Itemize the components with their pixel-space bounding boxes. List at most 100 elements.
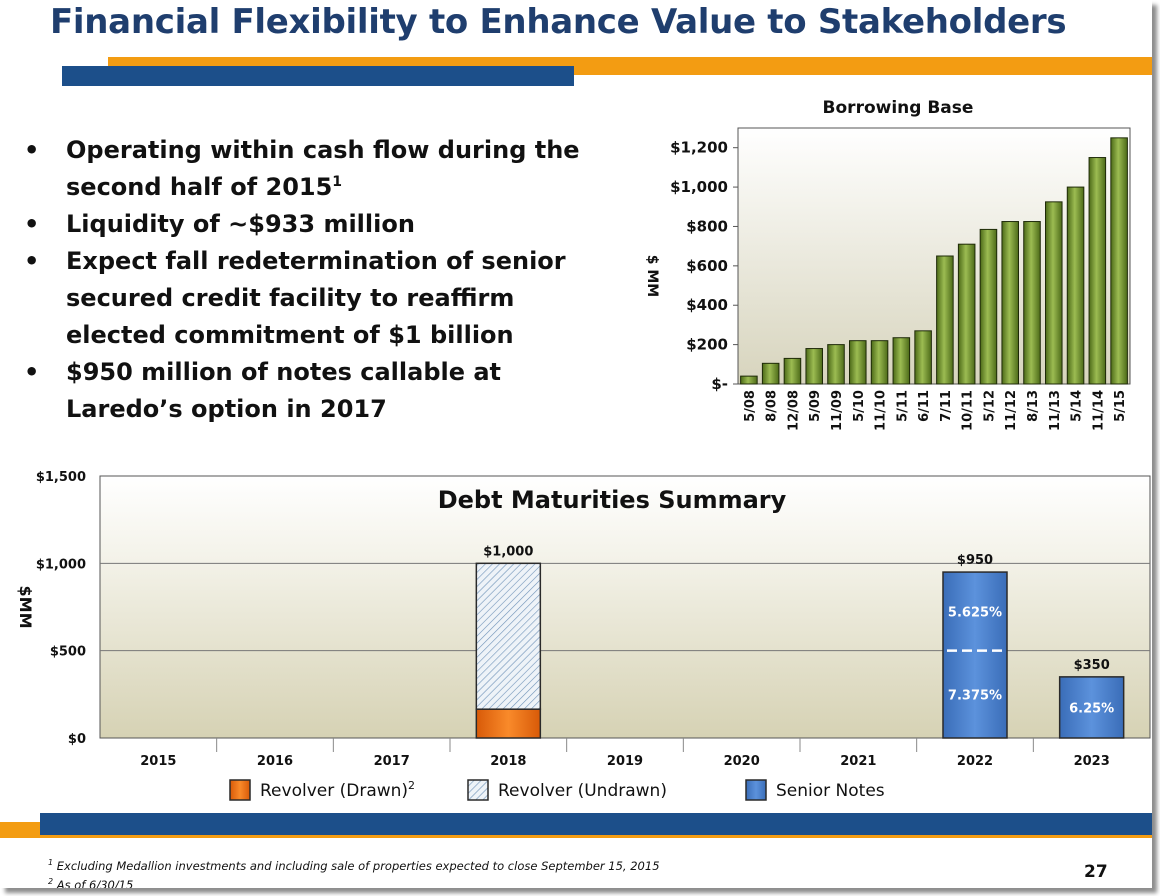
- legend-label: Revolver (Drawn)2: [260, 779, 415, 801]
- bar-segment: [1058, 676, 1125, 739]
- legend-swatch: [467, 779, 489, 801]
- footnote-item: 2 As of 6/30/15: [48, 874, 660, 888]
- data-label: $950: [957, 553, 993, 568]
- bar-segment: [475, 708, 542, 739]
- bullet-dot-icon: •: [24, 210, 40, 238]
- x-tick-label: 6/11: [917, 390, 932, 422]
- bullet-text: $950 million of notes callable at Laredo…: [66, 358, 502, 423]
- bullet-item: • Liquidity of ~$933 million: [22, 206, 612, 243]
- x-tick-label: 5/08: [743, 390, 758, 422]
- x-tick-label: 5/11: [895, 390, 910, 422]
- page-number: 27: [1084, 862, 1108, 882]
- bar: [870, 340, 889, 385]
- data-label: $350: [1074, 658, 1110, 673]
- bar: [827, 344, 845, 385]
- x-tick-label: 5/09: [808, 390, 823, 422]
- chart-legend: Revolver (Drawn)2 Revolver (Undrawn) Senio…: [229, 779, 885, 801]
- legend-item: Revolver (Undrawn): [467, 779, 667, 801]
- chart-title: Debt Maturities Summary: [438, 486, 787, 514]
- legend-swatch: [745, 779, 767, 801]
- bar: [957, 243, 976, 385]
- bullet-dot-icon: •: [24, 358, 40, 386]
- x-tick-label: 2021: [840, 754, 876, 769]
- bullet-item: • Expect fall redetermination of senior s…: [22, 243, 612, 354]
- x-tick-label: 5/12: [982, 390, 997, 422]
- bar: [783, 357, 802, 385]
- bar: [1045, 201, 1063, 385]
- bullet-dot-icon: •: [24, 136, 40, 164]
- bar: [979, 228, 998, 385]
- x-tick-label: 2019: [607, 754, 643, 769]
- x-tick-label: 7/11: [939, 390, 954, 422]
- footnote-text: Excluding Medallion investments and incl…: [56, 858, 660, 873]
- bar: [1066, 186, 1085, 385]
- bullet-text: Expect fall redetermination of senior se…: [66, 247, 566, 349]
- x-tick-label: 8/13: [1026, 390, 1041, 422]
- legend-label: Revolver (Undrawn): [498, 781, 667, 801]
- debt-maturities-chart: Debt Maturities Summary $MM $0 $500 $1,000…: [16, 470, 1151, 801]
- legend-item: Senior Notes: [745, 779, 885, 801]
- legend-item: Revolver (Drawn)2: [229, 779, 415, 801]
- y-tick-label: $1,500: [36, 470, 86, 485]
- x-tick-label: 11/13: [1048, 390, 1063, 431]
- header-accent-blue: [62, 66, 574, 86]
- x-tick-label: 11/10: [874, 390, 889, 431]
- x-tick-label: 2018: [490, 754, 526, 769]
- bar: [740, 375, 758, 385]
- chart-title: Borrowing Base: [823, 98, 974, 118]
- x-tick-label: 2016: [257, 754, 293, 769]
- footnote-number: 1: [48, 858, 54, 867]
- bullet-item: • Operating within cash flow during the s…: [22, 132, 612, 206]
- bar: [1001, 221, 1019, 385]
- bar: [936, 255, 954, 385]
- x-tick-label: 2017: [374, 754, 410, 769]
- footnote-item: 1 Excluding Medallion investments and in…: [48, 855, 660, 874]
- x-tick-label: 2023: [1074, 754, 1110, 769]
- x-tick-label: 2015: [140, 754, 176, 769]
- footer-accent-blue: [40, 813, 1152, 835]
- x-tick-label: 5/14: [1070, 390, 1085, 422]
- bullet-dot-icon: •: [24, 247, 40, 275]
- x-tick-label: 11/14: [1091, 390, 1106, 431]
- bullet-text: Liquidity of ~$933 million: [66, 210, 415, 238]
- footnote-number: 2: [48, 876, 54, 886]
- x-tick-label: 8/08: [765, 390, 780, 422]
- footnotes: 1 Excluding Medallion investments and in…: [48, 855, 660, 888]
- bar: [892, 337, 911, 385]
- bar: [914, 330, 932, 385]
- bar: [761, 362, 780, 385]
- borrowing-base-chart: Borrowing Base $ MM $- $200 $400 $600 $800 $1…: [644, 98, 1131, 431]
- bullet-text: Operating within cash flow during the se…: [66, 136, 580, 201]
- legend-swatch: [229, 779, 251, 801]
- y-tick-label: $800: [686, 217, 728, 235]
- legend-label: Senior Notes: [776, 781, 885, 801]
- legend-footnote-ref: 2: [408, 779, 415, 792]
- x-tick-label: 5/10: [852, 390, 867, 422]
- y-tick-label: $-: [711, 375, 728, 393]
- y-axis-label: $ MM: [644, 255, 660, 297]
- x-tick-label: 11/09: [830, 390, 845, 431]
- tranche-rate-label: 6.25%: [1069, 701, 1114, 716]
- bar: [805, 348, 823, 385]
- x-tick-label: 5/15: [1113, 390, 1128, 422]
- x-tick-label: 11/12: [1004, 390, 1019, 431]
- bar: [849, 340, 867, 385]
- bar-segment: [475, 562, 542, 710]
- bar: [1023, 221, 1041, 385]
- tranche-rate-label: 5.625%: [948, 605, 1002, 620]
- tranche-rate-label: 7.375%: [948, 688, 1002, 703]
- bar: [1110, 137, 1128, 385]
- x-tick-label: 10/11: [961, 390, 976, 431]
- y-tick-label: $1,000: [670, 178, 728, 196]
- slide-title: Financial Flexibility to Enhance Value t…: [50, 2, 1067, 42]
- bullet-item: • $950 million of notes callable at Lared…: [22, 354, 612, 428]
- y-tick-label: $200: [686, 336, 728, 354]
- y-tick-label: $1,000: [36, 557, 86, 572]
- plot-area: [737, 127, 1131, 385]
- y-axis-label: $MM: [16, 586, 35, 629]
- y-tick-label: $600: [686, 257, 728, 275]
- bar-segment: [942, 571, 1008, 739]
- x-tick-label: 2020: [724, 754, 760, 769]
- bar: [1088, 157, 1107, 385]
